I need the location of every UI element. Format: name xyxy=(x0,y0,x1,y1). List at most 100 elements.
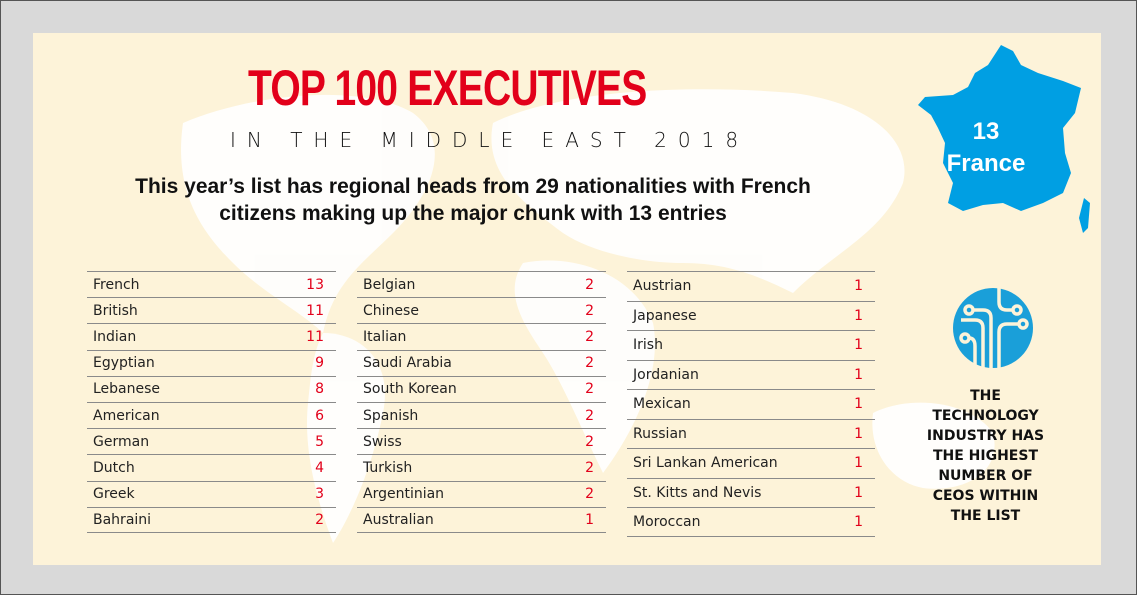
executive-count: 2 xyxy=(315,511,324,528)
table-row: Lebanese 8 xyxy=(87,375,336,402)
intro-text: This year’s list has regional heads from… xyxy=(73,173,873,227)
table-row: German 5 xyxy=(87,428,336,454)
executive-count: 1 xyxy=(854,484,863,501)
table-row: Japanese 1 xyxy=(627,300,875,331)
nationality-label: Argentinian xyxy=(363,486,445,503)
france-map-icon xyxy=(918,45,1090,233)
executive-count: 2 xyxy=(585,459,594,476)
executive-count: 2 xyxy=(585,355,594,372)
nationality-label: Chinese xyxy=(363,302,419,319)
executive-count: 13 xyxy=(306,276,324,293)
nationality-label: Irish xyxy=(633,337,663,354)
france-count: 13 xyxy=(972,118,1000,145)
executive-count: 2 xyxy=(585,328,594,345)
executive-count: 3 xyxy=(315,486,324,503)
table-row: Russian 1 xyxy=(627,418,875,449)
executive-count: 4 xyxy=(315,459,324,476)
note-line: TECHNOLOGY xyxy=(932,408,1039,424)
nationality-label: Italian xyxy=(363,328,407,345)
executive-count: 2 xyxy=(585,407,594,424)
nationality-label: Indian xyxy=(93,328,137,345)
note-line: INDUSTRY HAS xyxy=(926,428,1045,444)
nationality-label: Turkish xyxy=(363,459,413,476)
nationality-label: Lebanese xyxy=(93,381,161,398)
nationality-column-3: Austrian 1 Japanese 1 Irish 1 Jordanian 1 Mexica… xyxy=(627,271,875,537)
nationality-label: Japanese xyxy=(633,307,697,324)
nationality-label: American xyxy=(93,407,160,424)
table-row: Egyptian 9 xyxy=(87,349,336,376)
table-row: American 6 xyxy=(87,401,336,428)
note-line: NUMBER OF xyxy=(938,468,1033,484)
table-row: Italian 2 xyxy=(357,323,606,349)
circuit-icon xyxy=(953,288,1033,368)
nationality-label: Saudi Arabia xyxy=(363,355,452,372)
intro-line: citizens making up the major chunk with … xyxy=(219,202,727,225)
table-row: Dutch 4 xyxy=(87,454,336,480)
executive-count: 1 xyxy=(854,513,863,530)
note-line: THE HIGHEST xyxy=(932,448,1039,464)
nationality-label: French xyxy=(93,276,140,293)
world-map-background xyxy=(181,89,995,543)
executive-count: 1 xyxy=(854,337,863,354)
table-row: South Korean 2 xyxy=(357,375,606,402)
table-row: Indian 11 xyxy=(87,323,336,349)
nationality-label: Egyptian xyxy=(93,355,155,372)
page-subtitle: IN THE MIDDLE EAST 2018 xyxy=(230,128,750,152)
table-row: Swiss 2 xyxy=(357,428,606,454)
executive-count: 2 xyxy=(585,276,594,293)
executive-count: 1 xyxy=(854,425,863,442)
table-row: Spanish 2 xyxy=(357,401,606,428)
nationality-label: Spanish xyxy=(363,407,419,424)
executive-count: 1 xyxy=(854,396,863,413)
table-row: Argentinian 2 xyxy=(357,480,606,507)
nationality-label: Mexican xyxy=(633,396,691,413)
nationality-label: Sri Lankan American xyxy=(633,455,778,472)
executive-count: 1 xyxy=(854,455,863,472)
executive-count: 6 xyxy=(315,407,324,424)
note-line: THE xyxy=(970,388,1001,404)
intro-line: This year’s list has regional heads from… xyxy=(135,175,811,198)
note-line: CEOS WITHIN xyxy=(932,488,1039,504)
nationality-label: Greek xyxy=(93,486,135,503)
executive-count: 5 xyxy=(315,433,324,450)
table-row: Greek 3 xyxy=(87,480,336,507)
table-row: Mexican 1 xyxy=(627,389,875,419)
nationality-label: St. Kitts and Nevis xyxy=(633,484,762,501)
nationality-column-2: Belgian 2 Chinese 2 Italian 2 Saudi Arabia 2 Sou… xyxy=(357,271,606,533)
nationality-label: Swiss xyxy=(363,433,402,450)
table-row: Irish 1 xyxy=(627,330,875,360)
nationality-label: Belgian xyxy=(363,276,416,293)
table-row: Sri Lankan American 1 xyxy=(627,448,875,478)
table-row: Turkish 2 xyxy=(357,454,606,480)
executive-count: 2 xyxy=(585,486,594,503)
table-row: British 11 xyxy=(87,297,336,323)
executive-count: 1 xyxy=(854,307,863,324)
table-row: Belgian 2 xyxy=(357,271,606,297)
nationality-label: German xyxy=(93,433,150,450)
nationality-label: Jordanian xyxy=(633,366,699,383)
executive-count: 1 xyxy=(585,511,594,528)
nationality-label: British xyxy=(93,302,138,319)
france-label: France xyxy=(946,150,1026,177)
executive-count: 2 xyxy=(585,433,594,450)
table-row: French 13 xyxy=(87,271,336,297)
nationality-label: Austrian xyxy=(633,278,692,295)
table-row: Austrian 1 xyxy=(627,271,875,301)
nationality-label: Australian xyxy=(363,511,434,528)
table-row: Jordanian 1 xyxy=(627,359,875,390)
executive-count: 11 xyxy=(306,328,324,345)
executive-count: 8 xyxy=(315,381,324,398)
executive-count: 11 xyxy=(306,302,324,319)
infographic-card: TOP 100 EXECUTIVES IN THE MIDDLE EAST 20… xyxy=(33,33,1101,565)
nationality-label: Moroccan xyxy=(633,513,701,530)
table-row: Moroccan 1 xyxy=(627,507,875,537)
executive-count: 2 xyxy=(585,381,594,398)
page-title: TOP 100 EXECUTIVES xyxy=(248,60,647,116)
executive-count: 2 xyxy=(585,302,594,319)
note-line: THE LIST xyxy=(950,508,1021,524)
table-row: St. Kitts and Nevis 1 xyxy=(627,477,875,508)
executive-count: 9 xyxy=(315,355,324,372)
nationality-column-1: French 13 British 11 Indian 11 Egyptian 9 Lebane… xyxy=(87,271,336,533)
table-row: Saudi Arabia 2 xyxy=(357,349,606,376)
nationality-label: Bahraini xyxy=(93,511,152,528)
